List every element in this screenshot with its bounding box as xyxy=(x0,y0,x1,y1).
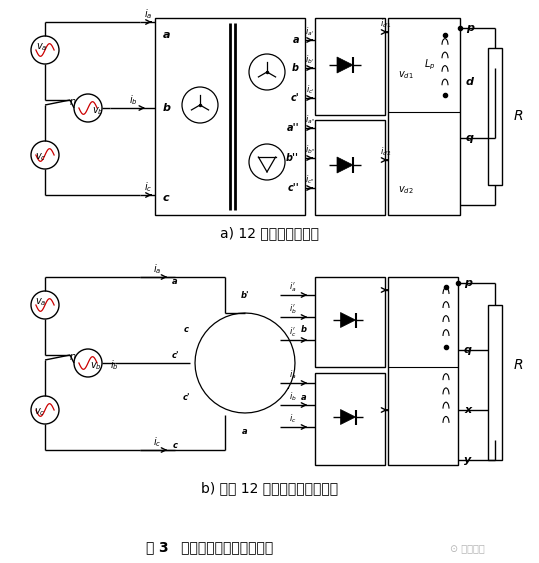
Text: $i_{c}$: $i_{c}$ xyxy=(289,413,296,425)
Text: d: d xyxy=(466,77,474,87)
Text: $i_{c}'$: $i_{c}'$ xyxy=(289,325,296,339)
Text: $v_{d1}$: $v_{d1}$ xyxy=(398,69,414,81)
Text: a: a xyxy=(242,427,248,436)
Polygon shape xyxy=(337,157,353,173)
Text: c: c xyxy=(184,324,189,333)
Text: q: q xyxy=(464,345,472,355)
Text: $v_b$: $v_b$ xyxy=(90,360,102,372)
Text: $v_c$: $v_c$ xyxy=(35,151,47,163)
Text: $i_{b''}$: $i_{b''}$ xyxy=(305,144,315,157)
Text: $i_c$: $i_c$ xyxy=(153,435,161,449)
Text: c': c' xyxy=(290,93,299,103)
Text: $i_{c'}$: $i_{c'}$ xyxy=(306,84,314,96)
Text: $R$: $R$ xyxy=(513,358,523,372)
Text: $v_{d2}$: $v_{d2}$ xyxy=(398,184,414,196)
Polygon shape xyxy=(341,312,356,328)
Bar xyxy=(388,18,460,215)
Text: $i_{d1}$: $i_{d1}$ xyxy=(381,18,392,30)
Bar xyxy=(315,373,385,465)
Text: $n$: $n$ xyxy=(69,97,77,107)
Text: a) 12 脉冲变压整流器: a) 12 脉冲变压整流器 xyxy=(220,226,320,240)
Text: c'': c'' xyxy=(287,183,299,193)
Text: $R$: $R$ xyxy=(513,109,523,123)
Text: $i_{d2}$: $i_{d2}$ xyxy=(381,146,392,158)
Text: a'': a'' xyxy=(286,123,299,133)
Text: $i_a$: $i_a$ xyxy=(153,262,161,276)
Text: b'': b'' xyxy=(286,153,299,163)
Text: q: q xyxy=(466,133,474,143)
Text: $i_{c''}$: $i_{c''}$ xyxy=(305,174,315,186)
Text: $i_b$: $i_b$ xyxy=(129,93,137,107)
Text: c: c xyxy=(163,193,170,203)
Text: a: a xyxy=(172,278,178,287)
Text: b) 对称 12 脉冲自耦变压整流器: b) 对称 12 脉冲自耦变压整流器 xyxy=(202,481,338,495)
Text: $i_a$: $i_a$ xyxy=(144,7,152,21)
Text: $i_{a''}$: $i_{a''}$ xyxy=(305,114,315,126)
Text: ⊙ 电源联盟: ⊙ 电源联盟 xyxy=(450,543,485,553)
Text: $i_{b'}$: $i_{b'}$ xyxy=(305,53,315,66)
Text: $i_{a}$: $i_{a}$ xyxy=(289,369,296,381)
Polygon shape xyxy=(341,409,356,425)
Polygon shape xyxy=(337,57,353,73)
Text: $v_a$: $v_a$ xyxy=(36,41,48,53)
Text: $i_{b}'$: $i_{b}'$ xyxy=(288,302,296,316)
Text: 图: 图 xyxy=(145,541,154,555)
Text: a: a xyxy=(301,392,307,401)
Text: $i_{b}$: $i_{b}$ xyxy=(288,391,296,403)
Text: y: y xyxy=(464,455,471,465)
Text: x: x xyxy=(464,405,471,415)
Text: a: a xyxy=(292,35,299,45)
Text: $L_p$: $L_p$ xyxy=(424,58,436,72)
Text: a: a xyxy=(163,30,170,40)
Text: b: b xyxy=(163,103,171,113)
Text: $v_a$: $v_a$ xyxy=(35,296,47,308)
Text: $i_b$: $i_b$ xyxy=(109,358,119,372)
Text: $i_{a}'$: $i_{a}'$ xyxy=(289,280,296,294)
Text: c': c' xyxy=(171,351,179,360)
Bar xyxy=(315,120,385,215)
Text: b: b xyxy=(292,63,299,73)
Bar xyxy=(155,18,305,215)
Text: 多脉冲变压整流器原理图: 多脉冲变压整流器原理图 xyxy=(168,541,273,555)
Text: $n$: $n$ xyxy=(69,352,77,362)
Bar xyxy=(488,305,502,460)
Text: c: c xyxy=(172,440,177,449)
Bar xyxy=(315,277,385,367)
Text: 3: 3 xyxy=(158,541,168,555)
Text: b': b' xyxy=(241,291,250,300)
Text: $i_c$: $i_c$ xyxy=(144,180,152,194)
Text: $i_{a'}$: $i_{a'}$ xyxy=(306,26,315,38)
Bar xyxy=(388,277,458,465)
Text: $v_c$: $v_c$ xyxy=(34,406,46,418)
Text: $v_b$: $v_b$ xyxy=(92,105,104,117)
Bar xyxy=(488,48,502,185)
Bar xyxy=(315,18,385,115)
Text: p: p xyxy=(466,23,474,33)
Text: b: b xyxy=(301,324,307,333)
Text: c': c' xyxy=(182,392,190,401)
Text: p: p xyxy=(464,278,472,288)
